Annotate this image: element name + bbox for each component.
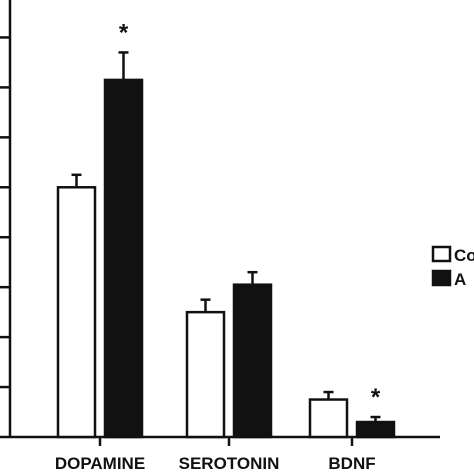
significance-marks: ** [119,19,381,411]
significance-asterisk-1: * [371,384,381,411]
x-label-bdnf: BDNF [328,454,375,473]
bar-dopamine-treated [103,78,144,439]
x-tick-marks [98,437,354,446]
legend-label-treated: A [454,270,466,289]
category-labels: DOPAMINE SEROTONIN BDNF [55,454,376,473]
y-tick-marks [0,36,10,439]
legend-swatch-treated [431,269,452,287]
bar-bdnf-treated [355,420,396,439]
x-label-serotonin: SEROTONIN [179,454,280,473]
x-label-dopamine: DOPAMINE [55,454,145,473]
legend-swatch-control [431,245,452,263]
bar-dopamine-control [56,186,97,439]
error-bars-group [71,51,381,423]
bar-bdnf-control [308,398,349,439]
bars-group [56,78,396,439]
bar-serotonin-control [185,310,226,439]
bar-serotonin-treated [232,283,273,439]
significance-asterisk-0: * [119,19,129,46]
legend-label-control: Co [454,246,474,265]
legend: Co A [431,245,474,289]
